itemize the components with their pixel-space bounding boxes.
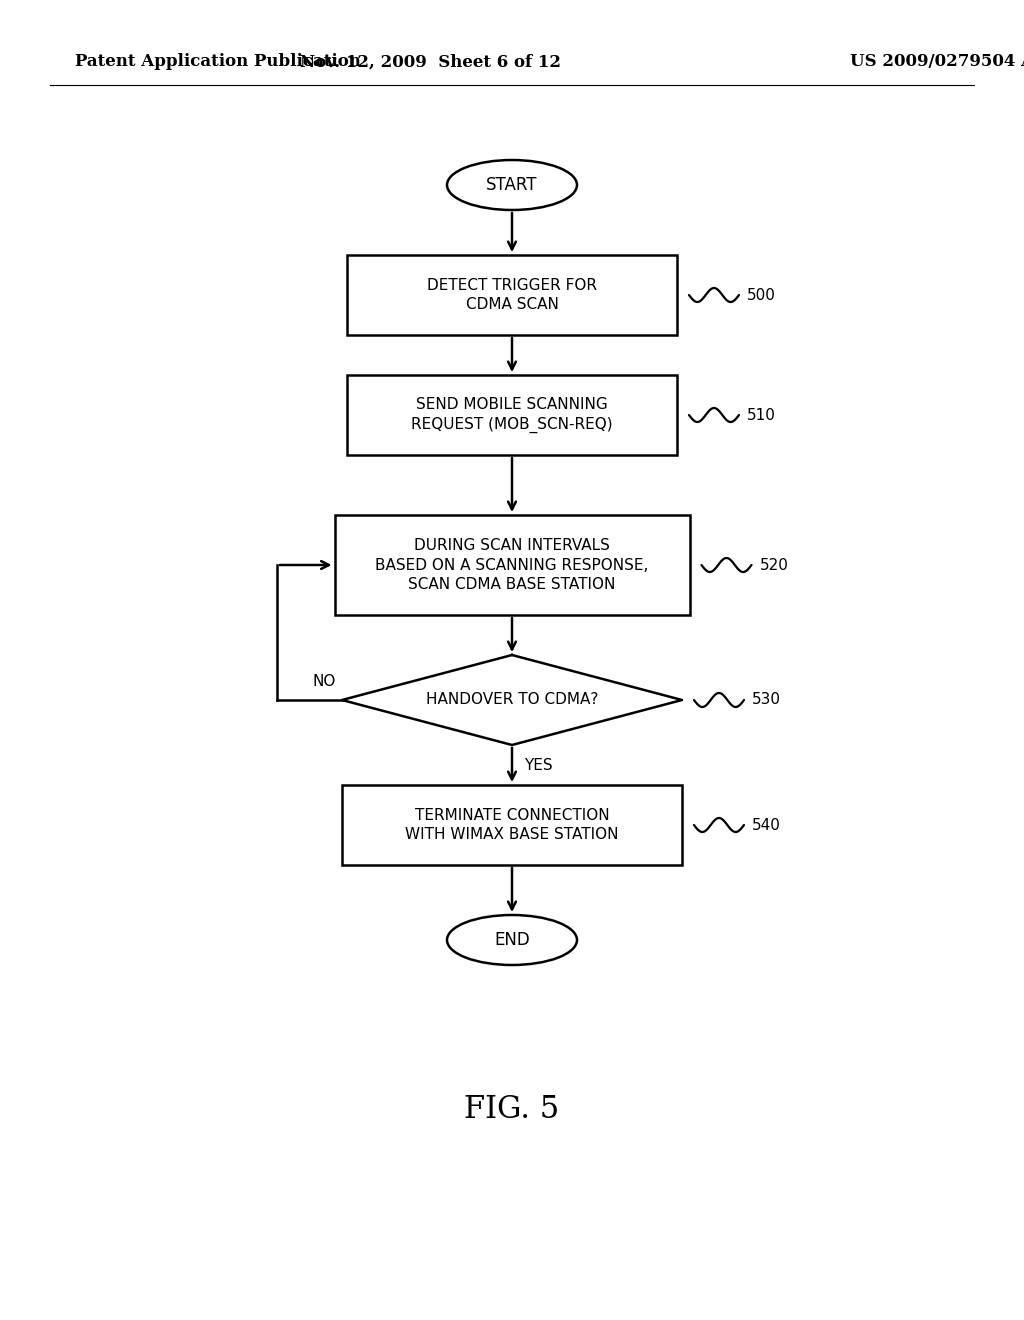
Text: HANDOVER TO CDMA?: HANDOVER TO CDMA?: [426, 693, 598, 708]
Text: Nov. 12, 2009  Sheet 6 of 12: Nov. 12, 2009 Sheet 6 of 12: [299, 54, 560, 70]
Text: 540: 540: [752, 817, 781, 833]
Text: YES: YES: [524, 758, 553, 772]
Text: END: END: [495, 931, 529, 949]
Text: 520: 520: [760, 557, 788, 573]
Text: US 2009/0279504 A1: US 2009/0279504 A1: [850, 54, 1024, 70]
Text: DURING SCAN INTERVALS
BASED ON A SCANNING RESPONSE,
SCAN CDMA BASE STATION: DURING SCAN INTERVALS BASED ON A SCANNIN…: [376, 537, 648, 593]
Text: 500: 500: [746, 288, 776, 302]
Text: START: START: [486, 176, 538, 194]
Text: Patent Application Publication: Patent Application Publication: [75, 54, 360, 70]
Text: TERMINATE CONNECTION
WITH WIMAX BASE STATION: TERMINATE CONNECTION WITH WIMAX BASE STA…: [406, 808, 618, 842]
Text: SEND MOBILE SCANNING
REQUEST (MOB_SCN-REQ): SEND MOBILE SCANNING REQUEST (MOB_SCN-RE…: [412, 397, 612, 433]
Text: DETECT TRIGGER FOR
CDMA SCAN: DETECT TRIGGER FOR CDMA SCAN: [427, 277, 597, 313]
Bar: [335, 515, 689, 615]
Text: NO: NO: [312, 675, 336, 689]
Bar: [347, 375, 677, 455]
Text: 530: 530: [752, 693, 781, 708]
Text: 510: 510: [746, 408, 776, 422]
Text: FIG. 5: FIG. 5: [464, 1094, 560, 1126]
Bar: [342, 785, 682, 865]
Bar: [347, 255, 677, 335]
